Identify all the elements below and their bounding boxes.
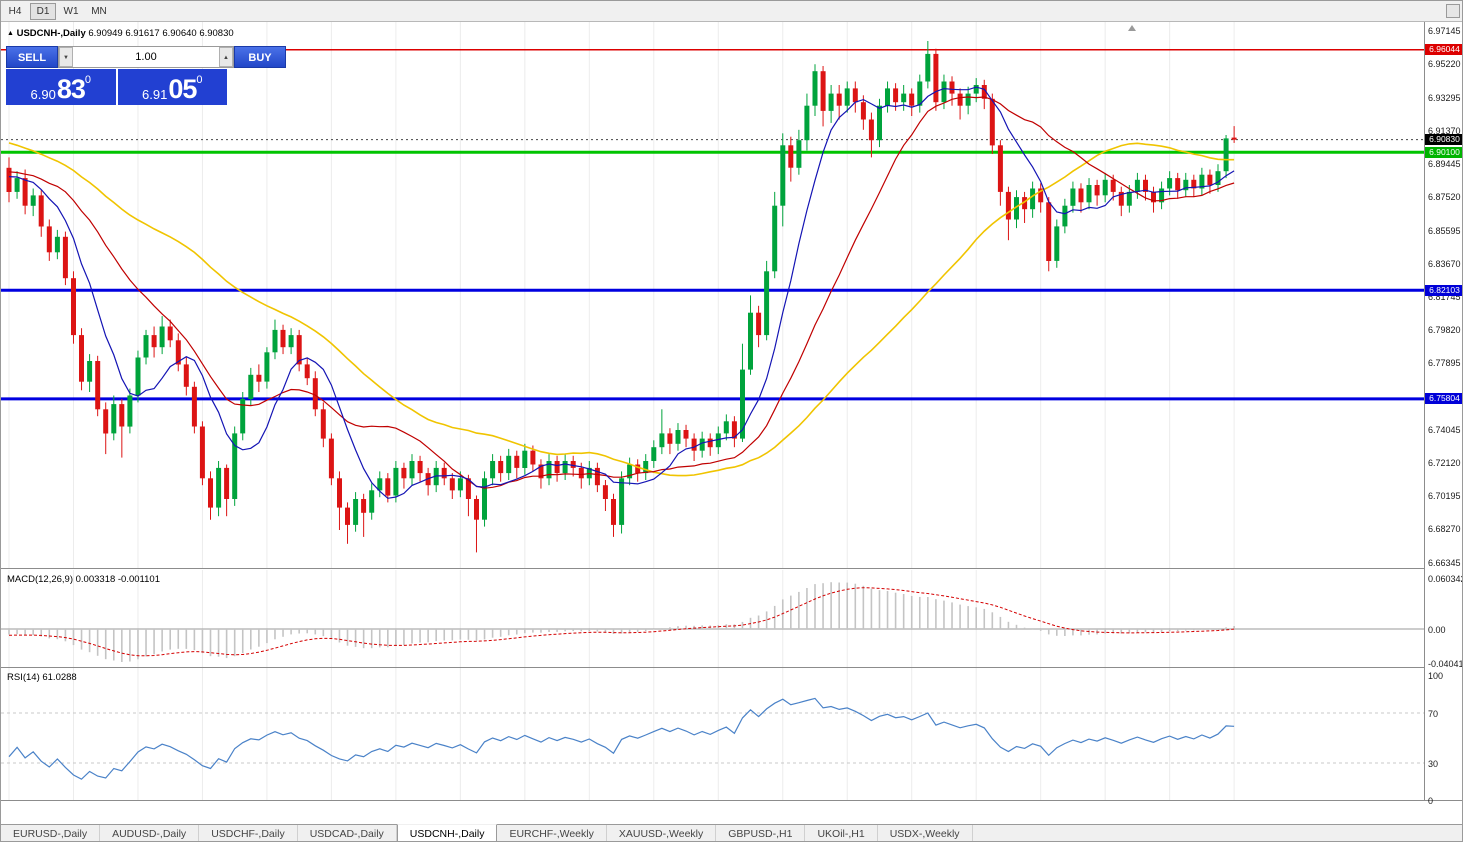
volume-decrease-button[interactable]: ▼ [59, 47, 73, 67]
sell-price-sup: 0 [84, 74, 91, 86]
price-tick-label: 6.81745 [1428, 291, 1461, 302]
symbol-tab-audusd-daily[interactable]: AUDUSD-,Daily [100, 825, 200, 841]
current-price-badge: 6.90830 [1425, 134, 1462, 146]
price-tick-label: 6.77895 [1428, 358, 1461, 369]
panel-separator[interactable] [1, 568, 1462, 569]
macd-panel[interactable] [1, 570, 1424, 667]
macd-title: MACD(12,26,9) 0.003318 -0.001101 [7, 574, 160, 585]
buy-button[interactable]: BUY [234, 46, 286, 68]
buy-price-display[interactable]: 6.91 05 0 [117, 69, 227, 105]
panel-separator[interactable] [1, 667, 1462, 668]
collapse-icon: ▲ [7, 30, 14, 37]
symbol-tab-usdcad-daily[interactable]: USDCAD-,Daily [298, 825, 397, 841]
price-tick-label: 6.93295 [1428, 92, 1461, 103]
sell-price-prefix: 6.90 [30, 87, 56, 102]
sell-price-display[interactable]: 6.90 83 0 [6, 69, 116, 105]
timeframe-button-d1[interactable]: D1 [30, 3, 56, 20]
price-axis[interactable]: 6.97145 6.95220 6.93295 6.91370 6.89445 6.875… [1424, 22, 1463, 806]
timeframe-button-w1[interactable]: W1 [63, 6, 79, 17]
chart-region: ▲ USDCNH-,Daily 6.90949 6.91617 6.90640 … [1, 22, 1463, 820]
price-tick-label: 6.89445 [1428, 159, 1461, 169]
chart-title: ▲ USDCNH-,Daily 6.90949 6.91617 6.90640 … [7, 28, 234, 39]
price-tick-label: 6.70195 [1428, 491, 1461, 502]
rsi-panel[interactable] [1, 668, 1424, 800]
timeframe-toolbar: H4 D1 W1 MN [1, 1, 1462, 22]
sell-price-big: 83 [56, 74, 86, 104]
symbol-tab-bar: EURUSD-,Daily AUDUSD-,Daily USDCHF-,Daily U… [1, 824, 1462, 841]
buy-price-big: 05 [168, 74, 197, 104]
price-level-badge: 6.75804 [1425, 393, 1462, 405]
price-tick-label: 6.91370 [1428, 125, 1461, 136]
price-tick-label: 6.97145 [1428, 26, 1461, 37]
price-tick-label: 6.87520 [1428, 192, 1461, 203]
chart-symbol-label: USDCNH-,Daily [16, 28, 86, 39]
macd-axis-label: 0.00 [1428, 624, 1446, 635]
price-tick-label: 6.85595 [1428, 225, 1461, 236]
sell-button[interactable]: SELL [6, 46, 58, 68]
symbol-tab-usdx-weekly[interactable]: USDX-,Weekly [878, 825, 973, 841]
panel-separator [1, 800, 1462, 801]
timeframe-button-mn[interactable]: MN [91, 6, 107, 17]
toolbar-handle-button[interactable] [1446, 4, 1460, 18]
price-chart[interactable] [1, 22, 1424, 568]
rsi-axis-label: 100 [1428, 671, 1444, 681]
symbol-tab-ukoil-h1[interactable]: UKOil-,H1 [805, 825, 878, 841]
rsi-axis-label: 30 [1428, 758, 1439, 769]
timeframe-button-h4[interactable]: H4 [8, 6, 22, 17]
price-tick-label: 6.68270 [1428, 524, 1461, 535]
price-tick-label: 6.74045 [1428, 424, 1461, 435]
macd-axis-label: -0.040415 [1428, 658, 1462, 669]
price-level-badge: 6.82103 [1425, 284, 1462, 296]
price-level-badge: 6.90100 [1425, 146, 1462, 158]
symbol-tab-gbpusd-h1[interactable]: GBPUSD-,H1 [716, 825, 806, 841]
buy-price-sup: 0 [196, 74, 203, 86]
symbol-tab-usdchf-daily[interactable]: USDCHF-,Daily [199, 825, 298, 841]
price-tick-label: 6.95220 [1428, 59, 1461, 70]
macd-axis-label: 0.060342 [1428, 573, 1463, 584]
volume-input[interactable] [73, 47, 219, 67]
price-tick-label: 6.79820 [1428, 325, 1461, 336]
price-tick-label: 6.72120 [1428, 457, 1461, 468]
rsi-axis-label: 70 [1428, 708, 1439, 719]
price-tick-label: 6.83670 [1428, 258, 1461, 269]
symbol-tab-eurchf-weekly[interactable]: EURCHF-,Weekly [497, 825, 607, 841]
price-tick-label: 6.66345 [1428, 557, 1461, 568]
symbol-tab-eurusd-daily[interactable]: EURUSD-,Daily [1, 825, 101, 841]
rsi-title: RSI(14) 61.0288 [7, 672, 77, 683]
chart-ohlc-values: 6.90949 6.91617 6.90640 6.90830 [88, 28, 234, 39]
rsi-axis-label: 0 [1428, 796, 1434, 806]
volume-increase-button[interactable]: ▲ [219, 47, 233, 67]
price-level-badge: 6.96044 [1425, 44, 1462, 56]
buy-price-prefix: 6.91 [142, 87, 168, 102]
symbol-tab-usdcnh-daily[interactable]: USDCNH-,Daily [396, 824, 498, 841]
chart-shift-marker[interactable] [1128, 25, 1136, 31]
symbol-tab-xauusd-weekly[interactable]: XAUUSD-,Weekly [607, 825, 717, 841]
